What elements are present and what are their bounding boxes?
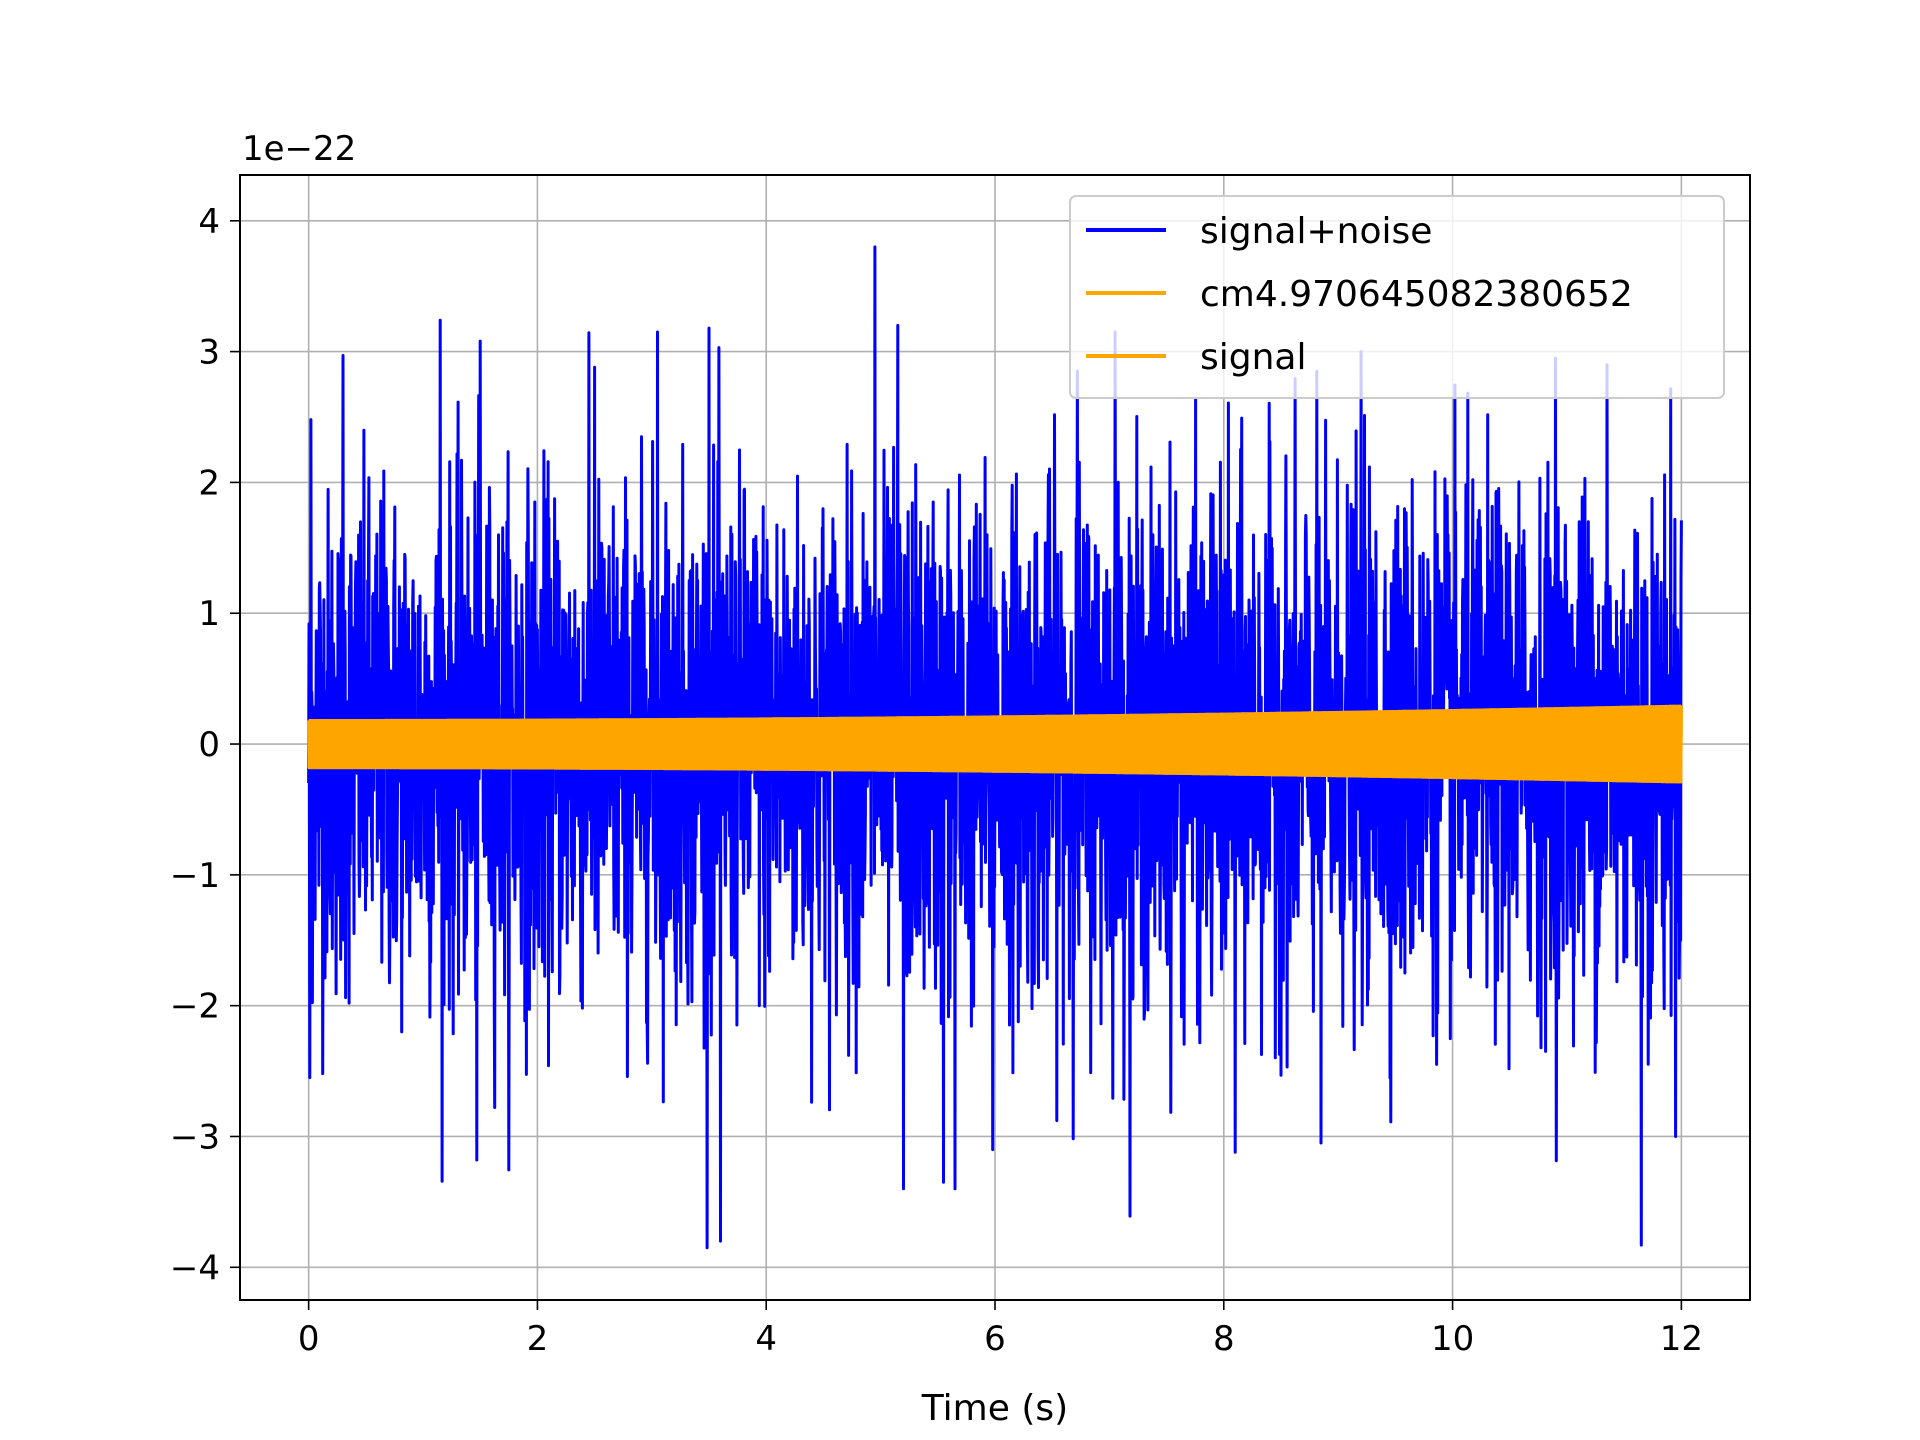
x-tick-label: 12 bbox=[1660, 1319, 1703, 1359]
x-tick-label: 10 bbox=[1431, 1319, 1474, 1359]
y-tick-label: 0 bbox=[198, 725, 220, 765]
x-tick-label: 6 bbox=[984, 1319, 1006, 1359]
x-tick-label: 8 bbox=[1213, 1319, 1235, 1359]
series-signal-line bbox=[307, 704, 1683, 784]
x-axis-label: Time (s) bbox=[921, 1388, 1068, 1429]
y-tick-label: −3 bbox=[170, 1117, 220, 1157]
x-tick-label: 0 bbox=[298, 1319, 320, 1359]
y-tick-label: −2 bbox=[170, 987, 220, 1027]
series-layer bbox=[307, 245, 1683, 1250]
y-tick-label: −1 bbox=[170, 856, 220, 896]
legend-label: signal+noise bbox=[1200, 211, 1432, 252]
x-tick-label: 2 bbox=[527, 1319, 549, 1359]
y-tick-label: 4 bbox=[198, 202, 220, 242]
y-tick-label: 1 bbox=[198, 594, 220, 634]
y-tick-label: 2 bbox=[198, 463, 220, 503]
legend-box bbox=[1069, 195, 1725, 399]
y-offset-text: 1e−22 bbox=[242, 129, 356, 169]
legend: signal+noise cm4.970645082380652 signal bbox=[1069, 195, 1725, 399]
legend-label: cm4.970645082380652 bbox=[1200, 274, 1633, 315]
y-tick-label: −4 bbox=[170, 1248, 220, 1288]
legend-label: signal bbox=[1200, 337, 1307, 378]
x-tick-label: 4 bbox=[755, 1319, 777, 1359]
y-tick-label: 3 bbox=[198, 333, 220, 373]
